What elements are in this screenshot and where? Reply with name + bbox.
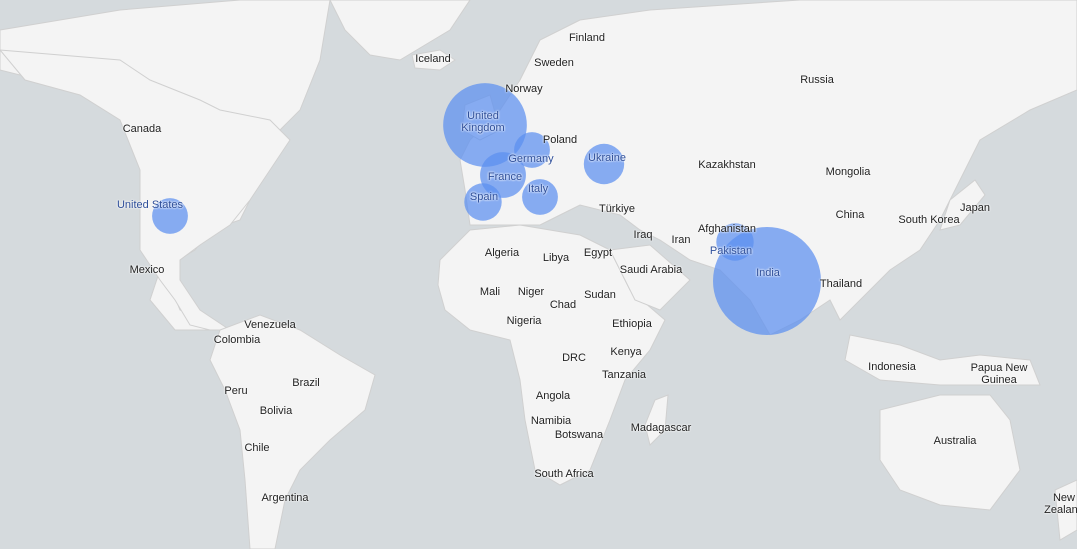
label-namibia: Namibia xyxy=(530,415,572,427)
bubble-spain[interactable] xyxy=(464,183,502,221)
bubble-ukraine[interactable] xyxy=(583,143,625,185)
label-algeria: Algeria xyxy=(484,247,520,259)
bubble-united-kingdom[interactable] xyxy=(443,83,527,167)
label-chile: Chile xyxy=(244,442,270,454)
label-south-korea: South Korea xyxy=(898,214,960,226)
label-brazil: Brazil xyxy=(292,377,320,389)
label-argentina: Argentina xyxy=(261,492,309,504)
label-canada: Canada xyxy=(122,123,162,135)
label-mongolia: Mongolia xyxy=(825,166,871,178)
label-china: China xyxy=(835,209,865,221)
label-afghanistan: Afghanistan xyxy=(697,223,757,235)
label-kazakhstan: Kazakhstan xyxy=(698,159,756,171)
bubble-pakistan[interactable] xyxy=(716,223,754,261)
label-mali: Mali xyxy=(479,286,501,298)
label-ukraine: Ukraine xyxy=(588,152,626,164)
bubble-united-states[interactable] xyxy=(152,198,188,234)
label-thailand: Thailand xyxy=(819,278,863,290)
label-mexico: Mexico xyxy=(129,264,165,276)
label-madagascar: Madagascar xyxy=(630,422,692,434)
label-egypt: Egypt xyxy=(583,247,613,259)
label-peru: Peru xyxy=(224,385,248,397)
label-ethiopia: Ethiopia xyxy=(612,318,652,330)
label-france: France xyxy=(487,171,523,183)
bubble-germany[interactable] xyxy=(514,132,550,168)
label-united-states: United States xyxy=(116,199,184,211)
label-pakistan: Pakistan xyxy=(709,245,753,257)
bubble-layer xyxy=(152,83,821,335)
label-colombia: Colombia xyxy=(213,334,261,346)
label-south-africa: South Africa xyxy=(534,468,594,480)
label-tanzania: Tanzania xyxy=(601,369,647,381)
label-indonesia: Indonesia xyxy=(868,361,916,373)
label-sudan: Sudan xyxy=(584,289,616,301)
label-venezuela: Venezuela xyxy=(244,319,296,331)
label-saudi-arabia: Saudi Arabia xyxy=(619,264,683,276)
label-germany: Germany xyxy=(508,153,554,165)
label-india: India xyxy=(756,267,780,279)
label-iraq: Iraq xyxy=(633,229,653,241)
label-papua-new-guinea: Papua New Guinea xyxy=(970,362,1028,386)
label-poland: Poland xyxy=(542,134,578,146)
label-russia: Russia xyxy=(800,74,834,86)
label-iran: Iran xyxy=(671,234,691,246)
label-iceland: Iceland xyxy=(415,53,451,65)
label-bolivia: Bolivia xyxy=(259,405,293,417)
label-spain: Spain xyxy=(469,191,499,203)
label-new-zealand: New Zealand xyxy=(1044,492,1077,516)
label-australia: Australia xyxy=(933,435,977,447)
label-drc: DRC xyxy=(562,352,586,364)
label-japan: Japan xyxy=(960,202,990,214)
label-united-kingdom: United Kingdom xyxy=(461,110,505,134)
label-italy: Italy xyxy=(527,183,549,195)
label-sweden: Sweden xyxy=(534,57,574,69)
label-botswana: Botswana xyxy=(554,429,604,441)
label-norway: Norway xyxy=(505,83,543,95)
label-niger: Niger xyxy=(517,286,545,298)
bubble-italy[interactable] xyxy=(522,179,558,215)
label-nigeria: Nigeria xyxy=(506,315,542,327)
label-türkiye: Türkiye xyxy=(598,203,636,215)
label-finland: Finland xyxy=(568,32,606,44)
label-chad: Chad xyxy=(549,299,577,311)
label-kenya: Kenya xyxy=(610,346,642,358)
label-angola: Angola xyxy=(535,390,571,402)
label-libya: Libya xyxy=(542,252,570,264)
